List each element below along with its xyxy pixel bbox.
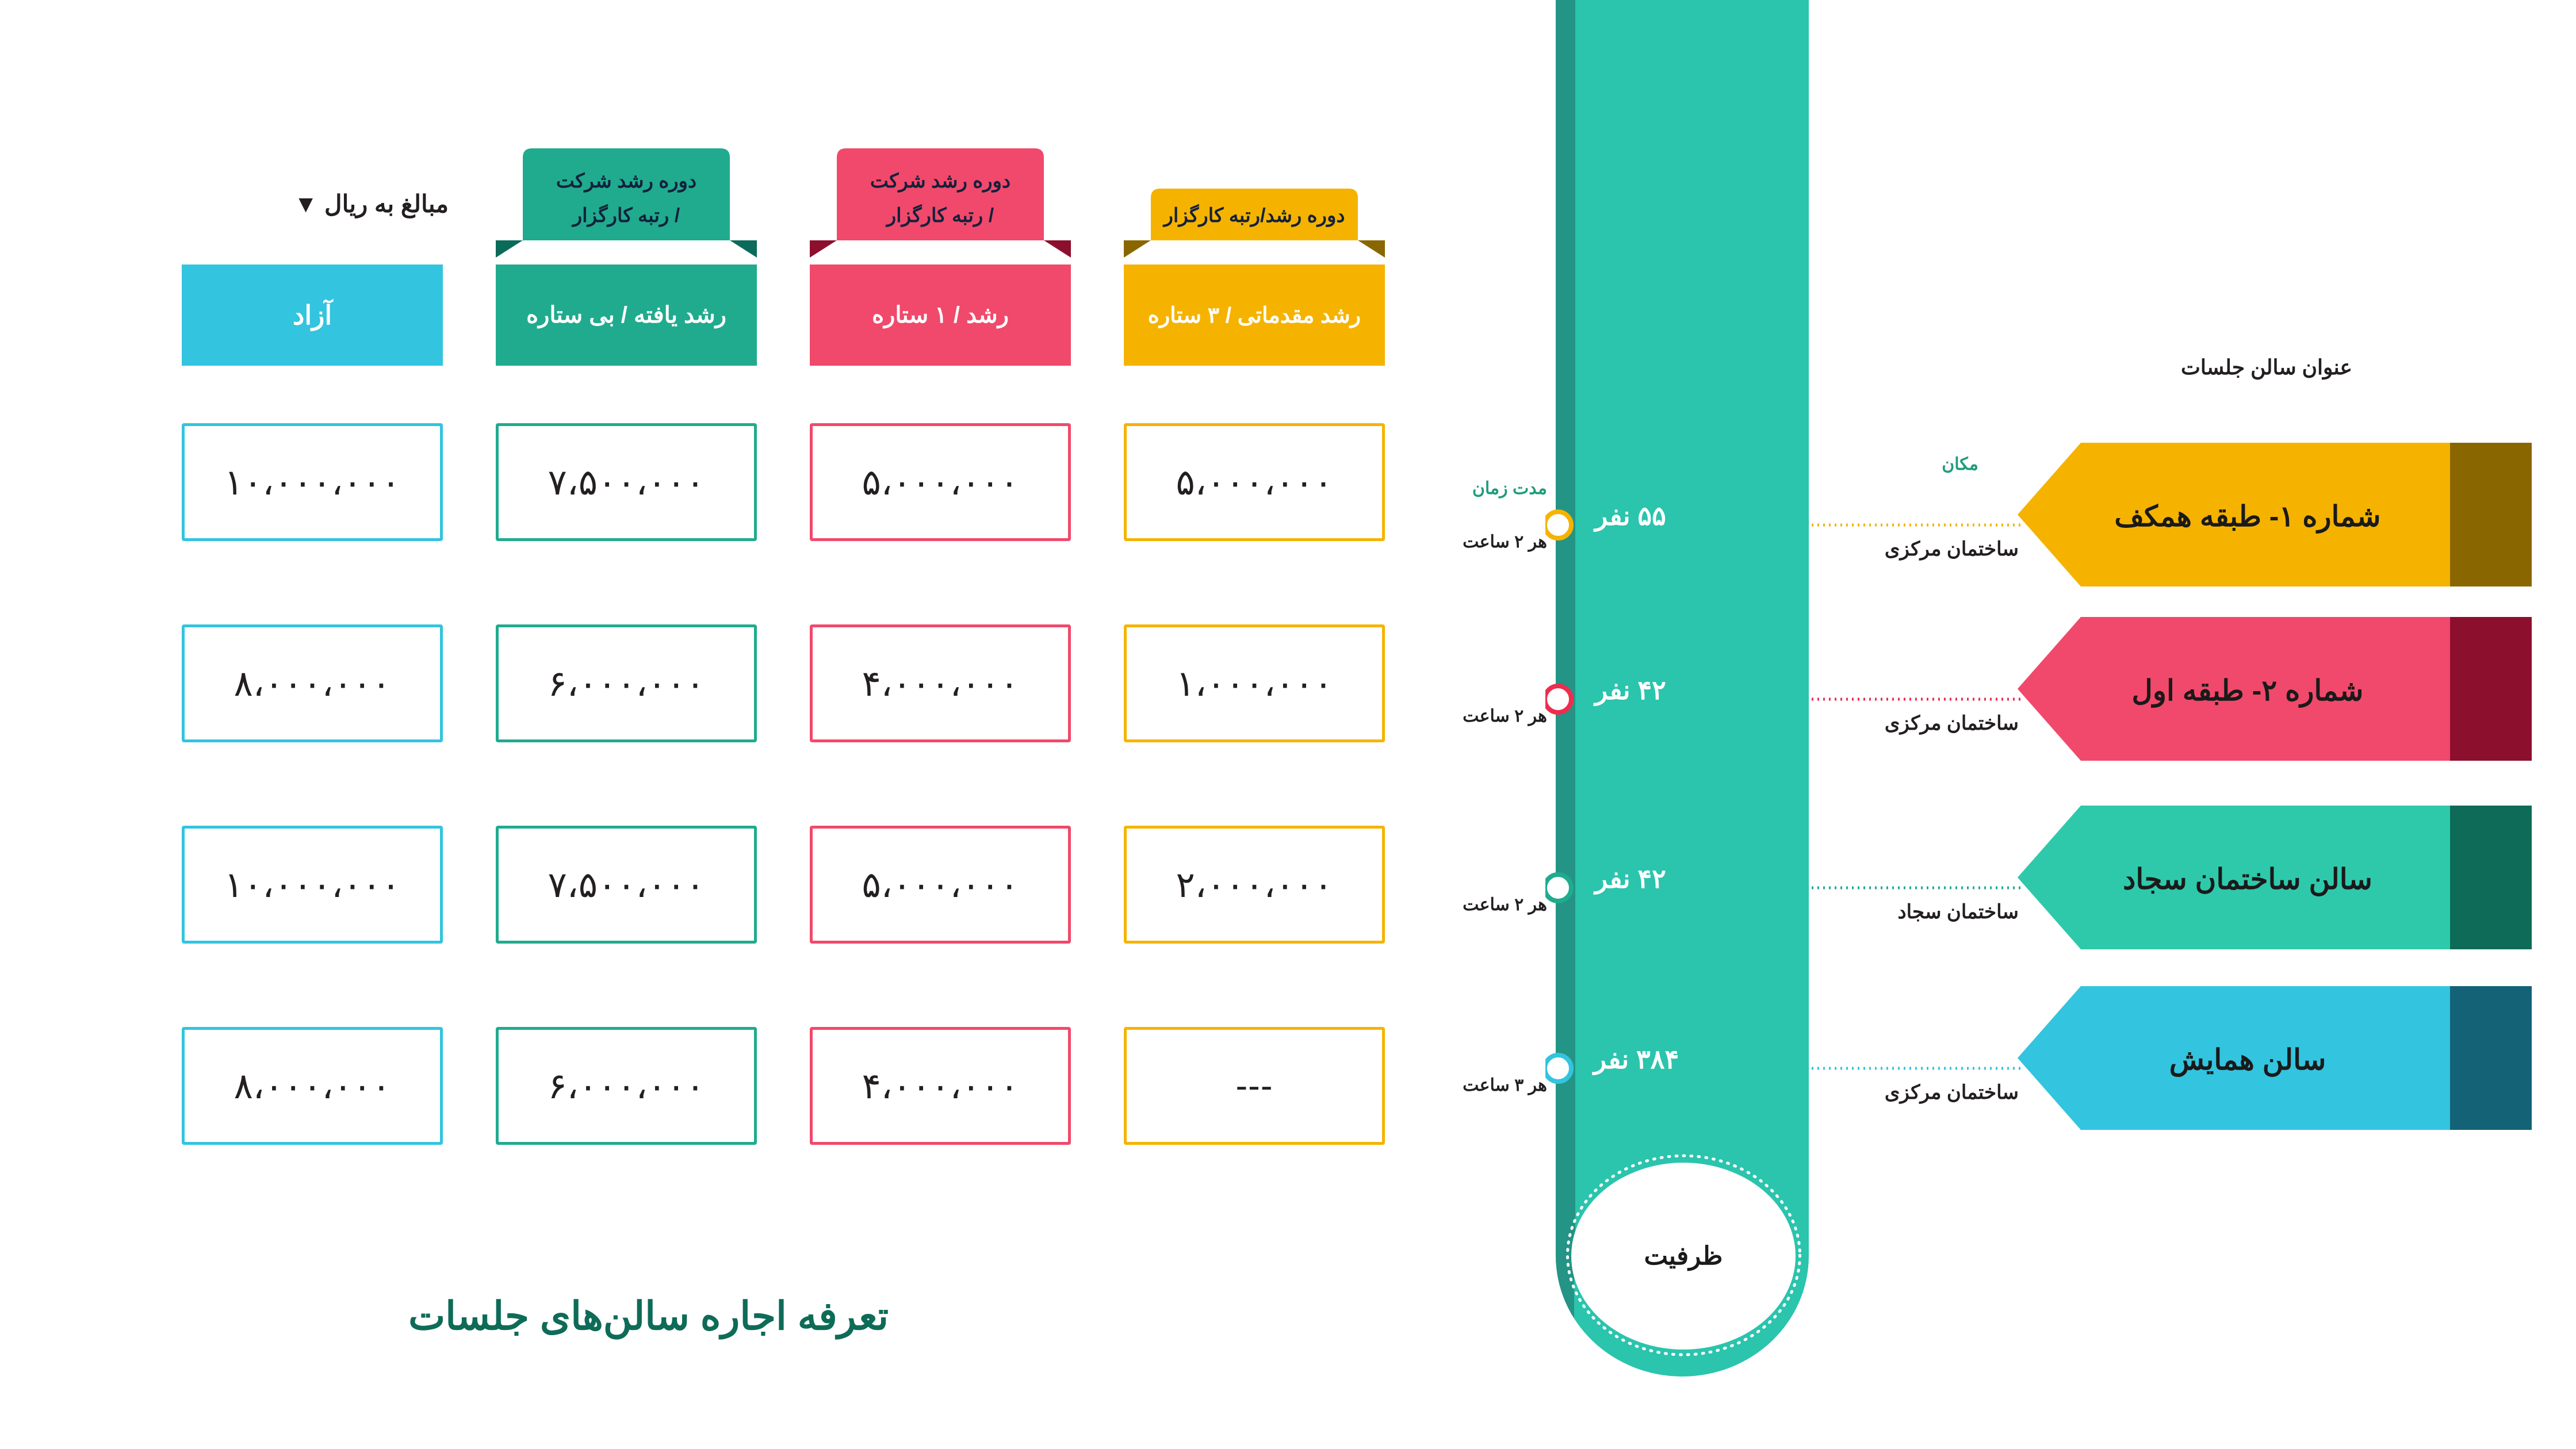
svg-text:دوره رشد/رتبه کارگزار: دوره رشد/رتبه کارگزار	[1162, 204, 1345, 227]
svg-text:/ رتبه کارگزار: / رتبه کارگزار	[886, 204, 994, 227]
svg-text:شماره ۱- طبقه همکف: شماره ۱- طبقه همکف	[2114, 500, 2380, 534]
svg-text:شماره ۲- طبقه اول: شماره ۲- طبقه اول	[2132, 674, 2364, 708]
svg-text:سالن ساختمان سجاد: سالن ساختمان سجاد	[2123, 863, 2372, 896]
svg-text:دوره رشد شرکت: دوره رشد شرکت	[556, 170, 696, 193]
svg-text:سالن همایش: سالن همایش	[2169, 1044, 2326, 1077]
svg-text:/ رتبه کارگزار: / رتبه کارگزار	[572, 204, 680, 227]
svg-text:دوره رشد شرکت: دوره رشد شرکت	[870, 170, 1011, 193]
